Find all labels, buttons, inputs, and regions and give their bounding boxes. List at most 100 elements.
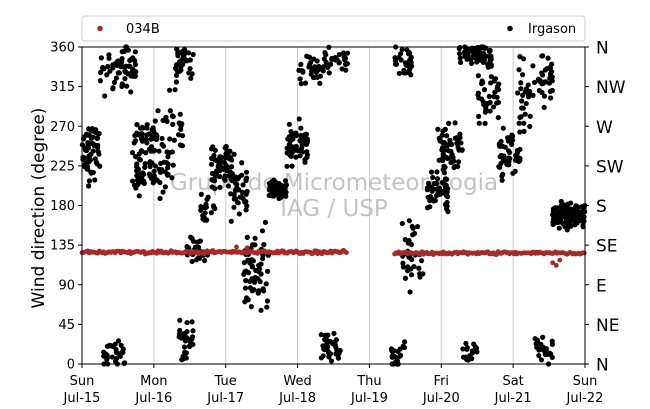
irgason-point: [538, 357, 545, 363]
irgason-point: [131, 182, 138, 188]
irgason-point: [94, 135, 101, 141]
legend-marker-034b: [97, 25, 103, 32]
irgason-point: [183, 58, 189, 64]
irgason-point: [573, 203, 579, 209]
irgason-point: [499, 173, 505, 179]
irgason-point: [523, 100, 529, 107]
irgason-point: [149, 127, 155, 133]
irgason-point: [336, 51, 342, 58]
irgason-point: [182, 332, 188, 338]
irgason-point: [434, 186, 441, 192]
irgason-point: [120, 346, 126, 352]
irgason-point: [576, 211, 582, 217]
irgason-point: [225, 183, 231, 189]
irgason-point: [441, 139, 448, 146]
irgason-point: [516, 67, 522, 73]
irgason-point: [174, 46, 180, 52]
irgason-point: [209, 170, 216, 177]
irgason-point: [409, 223, 415, 230]
x-tick-day-label: Wed: [283, 374, 311, 389]
irgason-point: [245, 297, 251, 303]
irgason-point: [242, 285, 249, 291]
irgason-point: [317, 80, 323, 86]
x-tick-day-label: Tue: [214, 374, 237, 389]
irgason-point: [407, 289, 413, 295]
irgason-point: [333, 56, 339, 62]
irgason-point: [298, 81, 304, 87]
irgason-point: [128, 89, 134, 95]
irgason-point: [162, 184, 168, 190]
irgason-point: [244, 175, 250, 181]
irgason-point: [231, 204, 237, 210]
irgason-point: [177, 142, 183, 148]
irgason-point: [509, 132, 515, 138]
legend-marker-irgason: [507, 25, 513, 32]
irgason-point: [401, 344, 408, 351]
irgason-point: [82, 161, 88, 167]
irgason-point: [480, 59, 486, 65]
irgason-point: [212, 185, 218, 192]
series-034b-point: [201, 251, 207, 257]
irgason-point: [452, 120, 458, 126]
irgason-point: [517, 146, 523, 153]
irgason-point: [148, 144, 155, 150]
grid-lines: [153, 47, 514, 364]
irgason-point: [488, 74, 494, 80]
irgason-point: [425, 180, 432, 186]
irgason-point: [256, 288, 262, 294]
y-tick-label: 90: [58, 278, 75, 293]
y-tick-label: 0: [67, 358, 75, 373]
irgason-point: [547, 350, 553, 356]
irgason-point: [175, 53, 181, 59]
irgason-point: [424, 205, 431, 211]
irgason-point: [481, 87, 488, 93]
irgason-point: [86, 178, 93, 184]
irgason-point: [549, 87, 555, 94]
series-034b-point: [244, 245, 250, 251]
x-tick-date-label: Jul-19: [350, 391, 388, 406]
irgason-point: [506, 158, 512, 165]
irgason-point: [495, 86, 502, 93]
irgason-point: [229, 157, 235, 163]
irgason-point: [212, 205, 218, 212]
irgason-point: [312, 64, 318, 70]
irgason-point: [146, 171, 153, 177]
irgason-point: [401, 67, 407, 73]
irgason-point: [258, 271, 264, 277]
irgason-point: [298, 125, 304, 131]
irgason-point: [179, 133, 186, 139]
irgason-point: [543, 79, 549, 85]
irgason-point: [530, 63, 536, 69]
irgason-point: [159, 167, 165, 173]
irgason-point: [190, 341, 196, 348]
irgason-point: [157, 179, 163, 186]
legend-box: [81, 15, 586, 42]
irgason-point: [240, 182, 246, 188]
irgason-point: [228, 191, 234, 197]
irgason-point: [485, 64, 491, 70]
irgason-point: [234, 199, 241, 206]
irgason-point: [222, 173, 228, 179]
irgason-point: [132, 132, 138, 139]
irgason-point: [151, 173, 157, 179]
irgason-point: [258, 307, 264, 313]
irgason-point: [405, 51, 412, 57]
irgason-point: [297, 153, 303, 159]
irgason-point: [497, 164, 503, 170]
irgason-point: [483, 45, 489, 51]
irgason-point: [113, 75, 119, 81]
irgason-point: [454, 135, 460, 141]
irgason-point: [297, 76, 303, 82]
irgason-point: [541, 104, 547, 111]
irgason-point: [170, 121, 176, 127]
irgason-point: [115, 350, 121, 357]
irgason-point: [572, 214, 578, 220]
irgason-point: [574, 220, 580, 226]
irgason-point: [518, 86, 524, 92]
irgason-point: [558, 215, 564, 221]
irgason-point: [509, 141, 515, 147]
irgason-point: [481, 50, 487, 57]
irgason-point: [296, 116, 302, 122]
irgason-point: [239, 160, 245, 166]
compass-label: W: [596, 118, 613, 138]
